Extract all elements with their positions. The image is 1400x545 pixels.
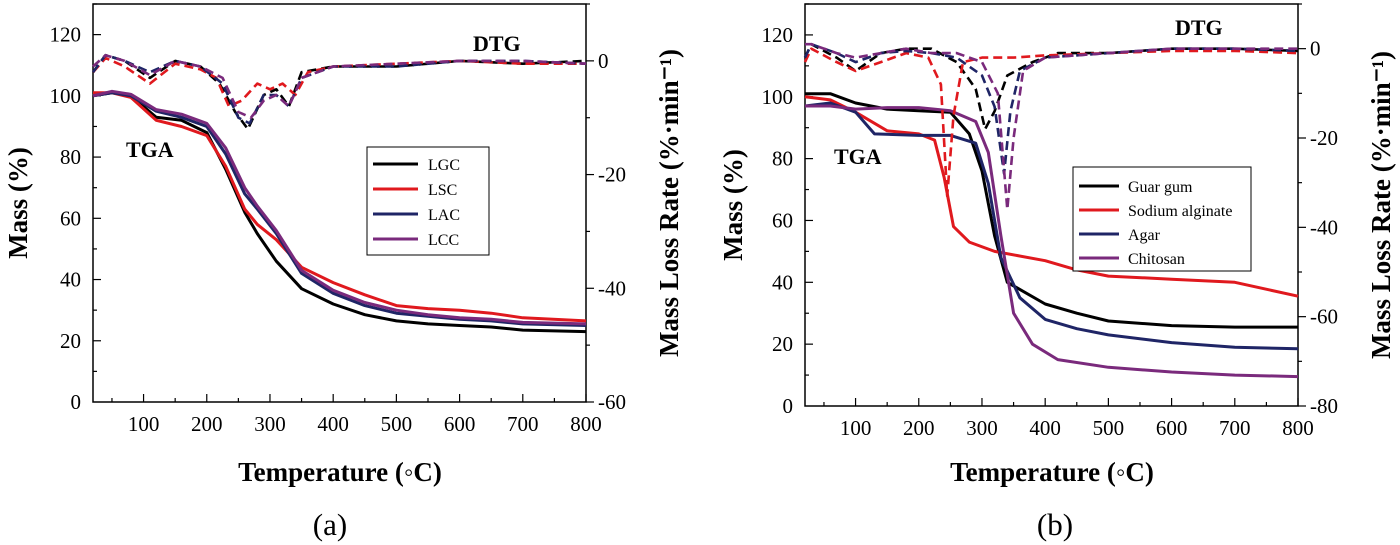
y2-axis-title-a: Mass Loss Rate (%·min⁻¹) xyxy=(654,49,684,357)
legend-label-lgc: LGC xyxy=(428,157,460,174)
annotation-dtg-a: DTG xyxy=(473,31,521,56)
tga-series-b xyxy=(804,92,1299,379)
x-tick-label-600: 600 xyxy=(1156,416,1188,440)
x-tick-label-500: 500 xyxy=(381,412,413,436)
y2-tick-label--60: -60 xyxy=(1310,305,1338,329)
dtg-line-lcc xyxy=(92,53,587,119)
legend-label-lsc: LSC xyxy=(428,182,457,199)
annotation-dtg-b: DTG xyxy=(1175,15,1223,40)
y2-tick-label--20: -20 xyxy=(598,163,626,187)
y-tick-label-20: 20 xyxy=(772,332,793,356)
x-tick-label-300: 300 xyxy=(254,412,286,436)
dtg-series-a xyxy=(91,53,587,131)
x-tick-label-200: 200 xyxy=(903,416,935,440)
y2-tick-label--20: -20 xyxy=(1310,126,1338,150)
tga-line-lcc xyxy=(92,89,587,326)
y-tick-label-120: 120 xyxy=(50,23,82,47)
y-tick-label-80: 80 xyxy=(772,147,793,171)
dtg-line-sodium-alginate xyxy=(803,47,1299,198)
legend-box-b xyxy=(1072,166,1252,272)
y-tick-label-0: 0 xyxy=(783,394,794,418)
y-tick-label-80: 80 xyxy=(60,145,81,169)
tick-marks-a xyxy=(93,3,594,403)
legend-b: Guar gum Sodium alginate Agar Chitosan xyxy=(1072,166,1252,272)
y-tick-label-60: 60 xyxy=(772,208,793,232)
x-tick-label-100: 100 xyxy=(840,416,872,440)
tga-line-agar xyxy=(804,101,1299,351)
tga-line-sodium-alginate xyxy=(804,95,1299,298)
legend-a: LGC LSC LAC LCC xyxy=(366,146,490,256)
tga-line-lsc xyxy=(93,91,587,323)
plot-frame-a xyxy=(92,3,587,403)
x-tick-label-500: 500 xyxy=(1093,416,1125,440)
y2-tick-label--40: -40 xyxy=(598,276,626,300)
caption-a: (a) xyxy=(313,507,347,542)
y2-tick-label-0: 0 xyxy=(598,49,609,73)
x-tick-label-700: 700 xyxy=(1219,416,1251,440)
x-axis-title-a: Temperature (◦C) xyxy=(238,457,442,487)
tga-line-guar-gum xyxy=(805,92,1298,329)
legend-label-chitosan: Chitosan xyxy=(1128,251,1185,268)
tga-line-lgc xyxy=(92,91,587,334)
x-tick-label-700: 700 xyxy=(507,412,539,436)
annotation-tga-a: TGA xyxy=(126,137,174,162)
x-tick-label-100: 100 xyxy=(128,412,160,436)
y2-tick-label--40: -40 xyxy=(1310,215,1338,239)
y-tick-label-100: 100 xyxy=(50,84,82,108)
y-tick-label-40: 40 xyxy=(60,268,81,292)
x-tick-labels-b: 100 200 300 400 500 600 700 800 xyxy=(840,416,1314,440)
tga-line-chitosan xyxy=(805,104,1299,379)
dtg-line-agar xyxy=(803,42,1299,175)
x-axis-title-b: Temperature (◦C) xyxy=(950,457,1154,487)
legend-label-agar: Agar xyxy=(1128,227,1161,244)
y2-axis-title-b: Mass Loss Rate (%·min⁻¹) xyxy=(1366,51,1396,359)
dtg-line-chitosan xyxy=(805,42,1298,211)
y-tick-labels-a: 0 20 40 60 80 100 120 xyxy=(50,23,82,414)
y-tick-label-0: 0 xyxy=(71,390,82,414)
chart-panel-b: 100 200 300 400 500 600 700 800 0 20 40 60 80 100 120… xyxy=(718,3,1396,542)
y2-tick-label--80: -80 xyxy=(1310,394,1338,418)
x-tick-label-300: 300 xyxy=(966,416,998,440)
x-tick-label-800: 800 xyxy=(1282,416,1314,440)
x-tick-label-400: 400 xyxy=(1029,416,1061,440)
tga-line-lac xyxy=(92,91,587,327)
y2-tick-labels-b: 0 -20 -40 -60 -80 xyxy=(1310,37,1338,418)
x-tick-label-600: 600 xyxy=(444,412,476,436)
dtg-line-lac xyxy=(91,53,587,125)
y-tick-label-60: 60 xyxy=(60,206,81,230)
plot-frame-b xyxy=(804,3,1299,407)
y-axis-title-a: Mass (%) xyxy=(3,147,33,259)
annotation-tga-b: TGA xyxy=(834,144,882,169)
legend-label-guar-gum: Guar gum xyxy=(1128,179,1193,196)
y-tick-label-100: 100 xyxy=(762,85,794,109)
caption-b: (b) xyxy=(1037,507,1073,542)
y2-tick-label--60: -60 xyxy=(598,390,626,414)
chart-panel-a: 100 200 300 400 500 600 700 800 0 20 40 60 80 100 120… xyxy=(3,3,684,542)
dtg-series-b xyxy=(803,42,1299,211)
y-tick-label-40: 40 xyxy=(772,270,793,294)
y-axis-title-b: Mass (%) xyxy=(718,149,748,261)
dtg-line-lsc xyxy=(92,56,586,108)
y-tick-label-20: 20 xyxy=(60,329,81,353)
x-tick-label-200: 200 xyxy=(191,412,223,436)
y-tick-label-120: 120 xyxy=(762,23,794,47)
legend-label-lac: LAC xyxy=(428,207,460,224)
y2-tick-labels-a: 0 -20 -40 -60 xyxy=(598,49,626,414)
tga-series-a xyxy=(92,89,587,334)
legend-label-lcc: LCC xyxy=(428,232,459,249)
y2-tick-label-0: 0 xyxy=(1310,37,1321,61)
x-tick-label-400: 400 xyxy=(317,412,349,436)
y-tick-labels-b: 0 20 40 60 80 100 120 xyxy=(762,23,794,418)
x-tick-labels-a: 100 200 300 400 500 600 700 800 xyxy=(128,412,602,436)
x-tick-label-800: 800 xyxy=(570,412,602,436)
legend-label-sodium-alginate: Sodium alginate xyxy=(1128,203,1232,220)
